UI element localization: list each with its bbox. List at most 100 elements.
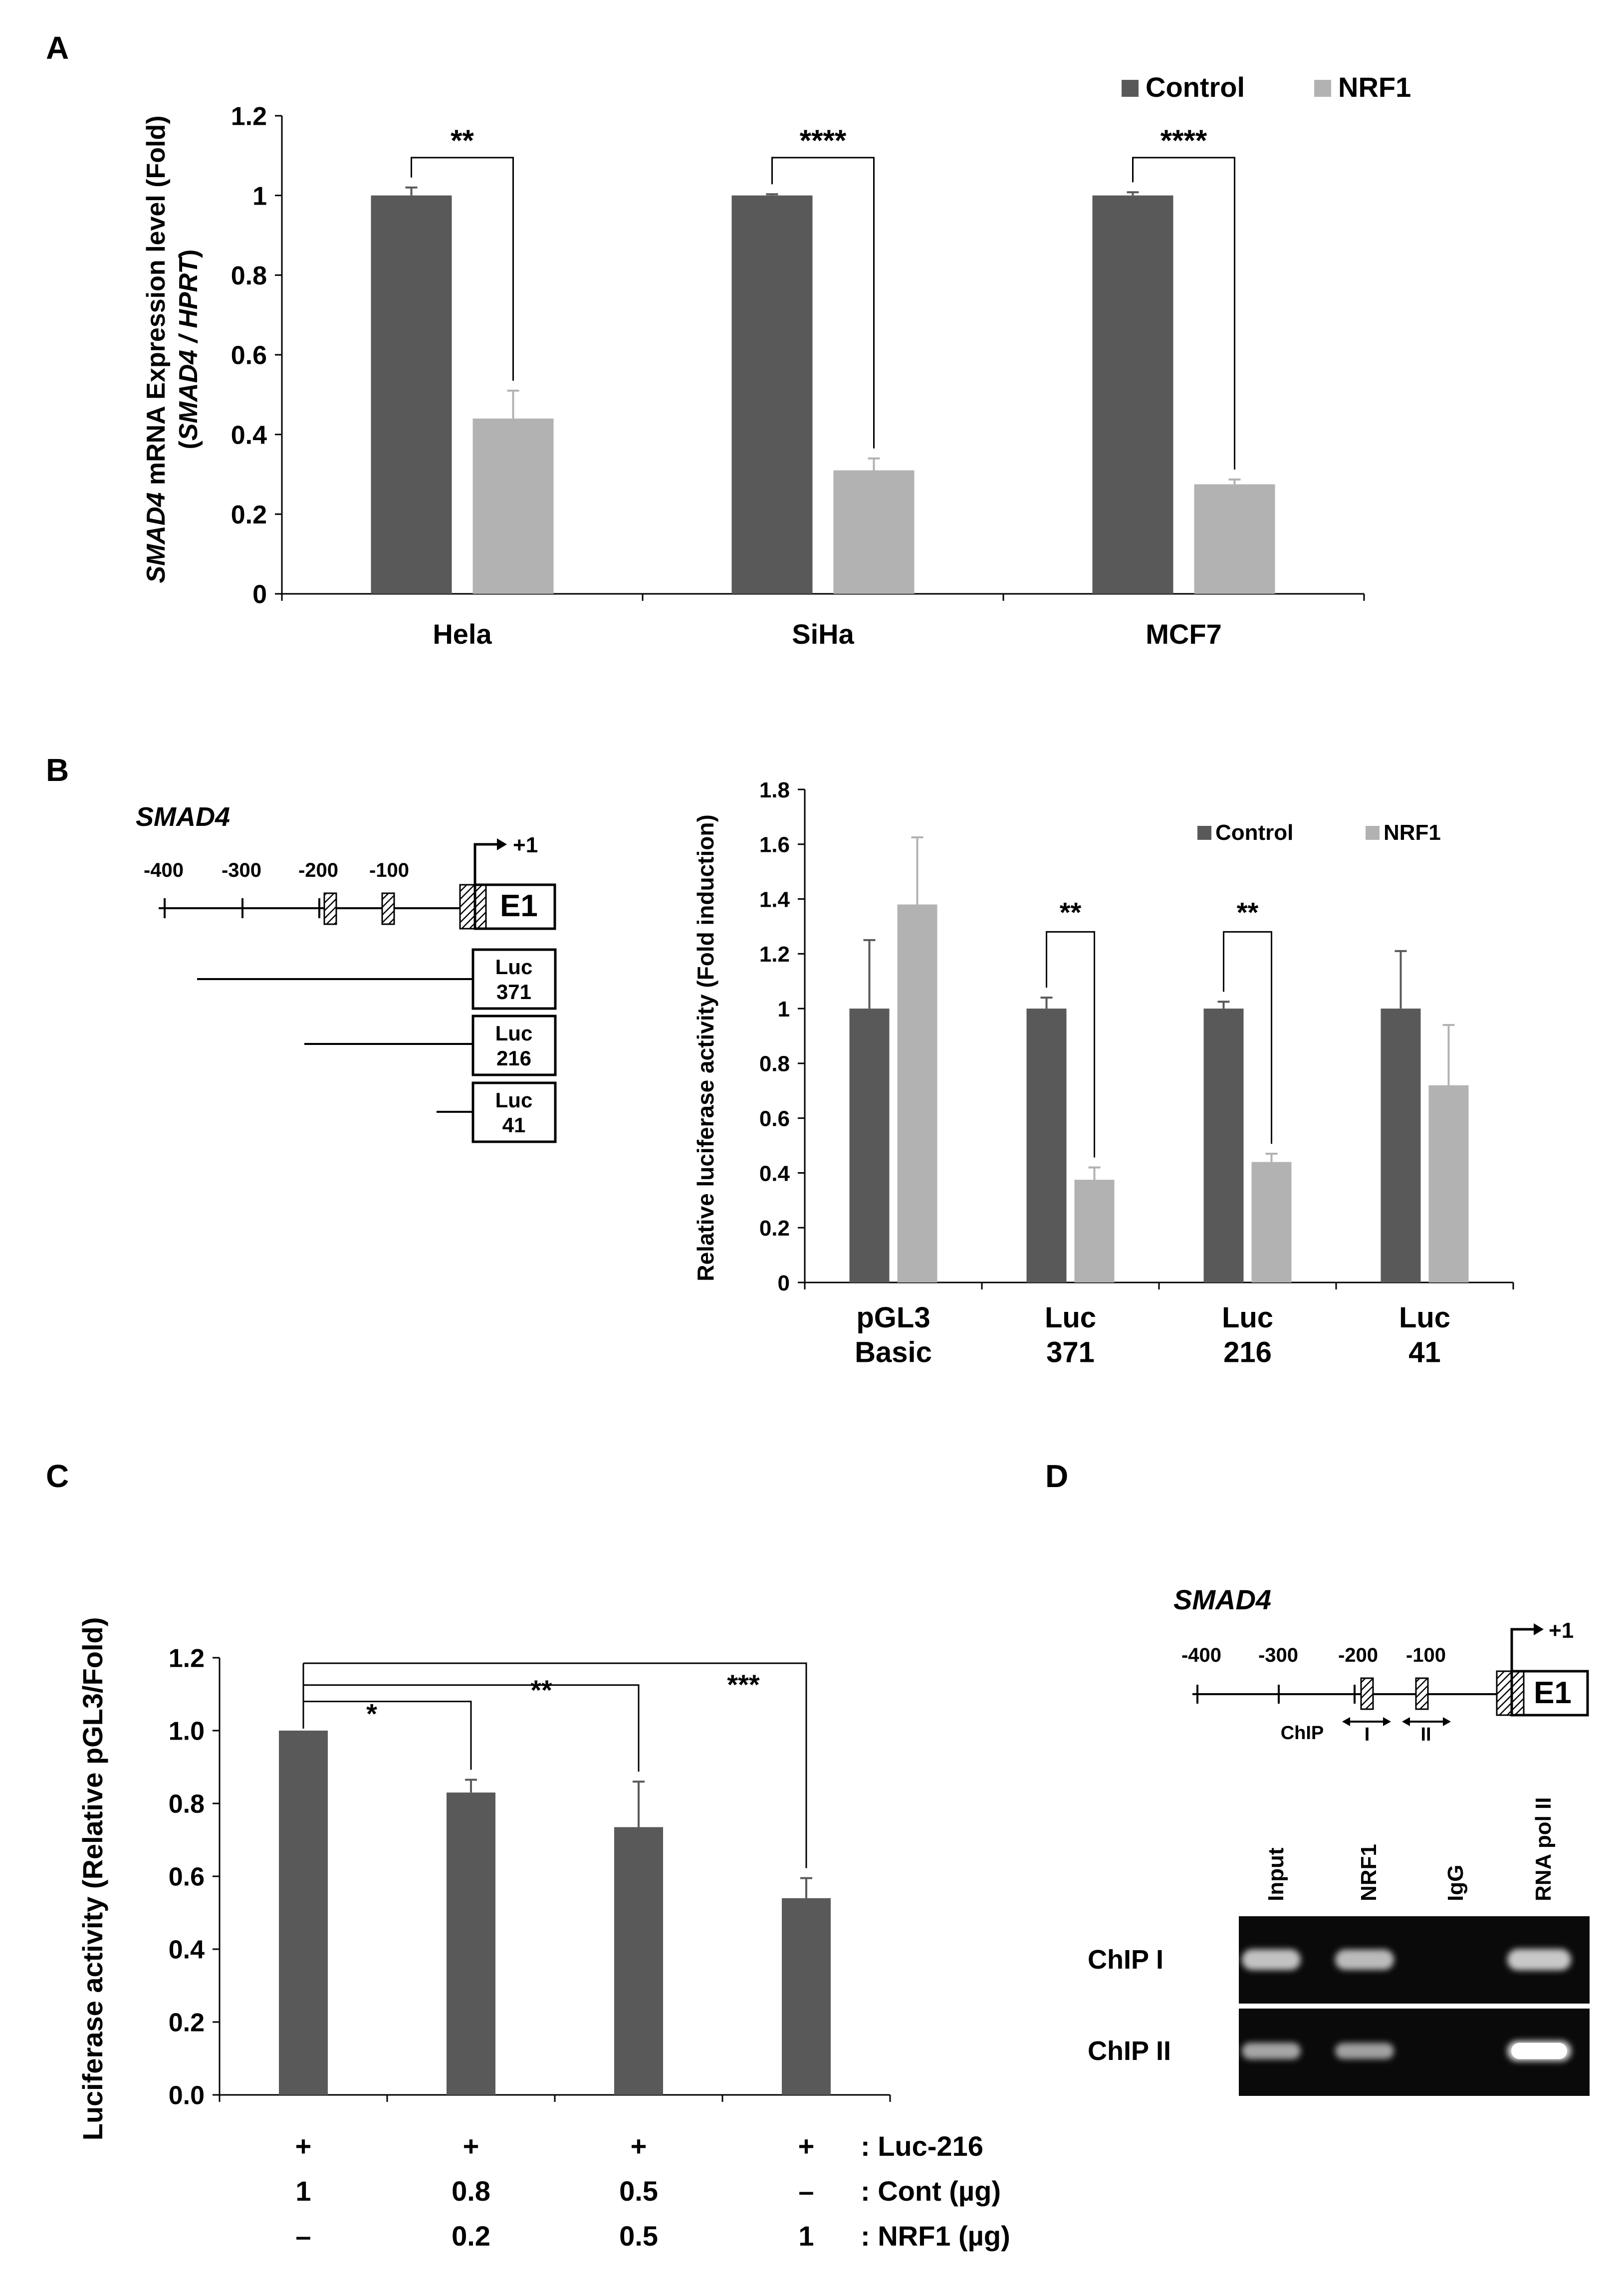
legend-b-nrf1-label: NRF1 <box>1384 820 1441 845</box>
significance-label: **** <box>800 124 847 157</box>
promoter-d-tss-arrow <box>1510 1628 1535 1671</box>
bar-nrf1-3 <box>1428 1085 1469 1282</box>
significance-bracket <box>1223 931 1272 1144</box>
chip-region-i-label: I <box>1365 1724 1370 1745</box>
table-row-label: : NRF1 (µg) <box>861 2220 1010 2252</box>
gel-row-label-chip-ii: ChIP II <box>1088 2036 1171 2066</box>
promoter-b-tss-arrow <box>473 843 498 885</box>
bar-luciferase-0 <box>279 1731 328 2095</box>
significance-bracket <box>771 157 875 449</box>
gel-lane-label-igg: IgG <box>1443 1865 1468 1901</box>
chip-region-i-arrow-right <box>1383 1717 1391 1726</box>
x-category-label: Hela <box>433 618 492 650</box>
promoter-d-nrf1-site-1 <box>1360 1677 1374 1710</box>
table-cell: + <box>631 2130 647 2162</box>
y-tick-label: 1 <box>252 182 267 211</box>
construct-371-label-1: Luc <box>495 955 533 979</box>
y-tick-label: 1.2 <box>169 1644 205 1673</box>
x-category-label: 41 <box>1408 1336 1441 1369</box>
gel-band-1-1 <box>1335 2042 1394 2059</box>
chart-a-ylabel2-genes: SMAD4 / HPRT <box>174 256 203 441</box>
bar-control-0 <box>849 1009 890 1282</box>
promoter-d-nrf1-site-3 <box>1496 1670 1513 1716</box>
bar-control-2 <box>1203 1009 1244 1282</box>
promoter-b-nrf1-site-4 <box>474 884 487 930</box>
panel-label-c: C <box>46 1458 69 1494</box>
promoter-b-tick-300: -300 <box>222 859 261 881</box>
chart-a-ylabel-gene: SMAD4 <box>142 492 171 583</box>
table-cell: 1 <box>295 2175 311 2207</box>
promoter-d-nrf1-site-2 <box>1415 1677 1429 1710</box>
y-tick-label: 0 <box>252 580 267 609</box>
promoter-d-chip-label: ChIP <box>1281 1723 1324 1744</box>
chart-a-ylabel-2: (SMAD4 / HPRT) <box>174 250 203 450</box>
panel-label-b: B <box>46 752 69 788</box>
significance-label: **** <box>1160 124 1207 157</box>
promoter-d-nrf1-site-4 <box>1511 1670 1525 1716</box>
promoter-b-nrf1-site-2 <box>381 892 395 925</box>
promoter-d-tick-100: -100 <box>1406 1644 1446 1666</box>
construct-41-label-1: Luc <box>495 1088 533 1112</box>
promoter-b-exon-label: E1 <box>500 889 538 923</box>
construct-41-box <box>471 1081 557 1143</box>
construct-371-label-2: 371 <box>496 980 531 1004</box>
bar-nrf1-2 <box>1251 1162 1292 1282</box>
construct-216-label-1: Luc <box>495 1021 533 1045</box>
promoter-d-tick-300: -300 <box>1258 1644 1298 1666</box>
y-tick-label: 0.6 <box>169 1863 205 1892</box>
y-tick-label: 0.8 <box>231 261 267 290</box>
significance-bracket <box>1046 931 1095 1158</box>
gel-band-0-0 <box>1242 1949 1301 1970</box>
promoter-d-tss-label: +1 <box>1549 1618 1574 1643</box>
y-tick-label: 1.4 <box>759 887 790 912</box>
promoter-b-tss-label: +1 <box>513 833 538 857</box>
x-category-label: Luc <box>1399 1301 1450 1334</box>
bar-luciferase-1 <box>447 1792 495 2095</box>
x-category-label: Luc <box>1222 1301 1273 1334</box>
y-tick-label: 0.2 <box>231 501 267 529</box>
construct-216-label-2: 216 <box>496 1046 531 1070</box>
construct-371-box <box>471 948 557 1010</box>
y-tick-label: 0.8 <box>759 1052 790 1076</box>
bar-luciferase-2 <box>614 1827 663 2095</box>
x-category-label: SiHa <box>792 618 854 650</box>
chip-region-ii-arrow-left <box>1402 1717 1410 1726</box>
chip-region-i-arrow-left <box>1342 1717 1350 1726</box>
table-cell: + <box>463 2130 479 2162</box>
table-cell: 0.5 <box>619 2175 658 2207</box>
significance-label: *** <box>727 1669 760 1700</box>
chart-a-ylabel: SMAD4 mRNA Expression level (Fold) <box>142 115 171 583</box>
table-cell: 0.8 <box>452 2175 490 2207</box>
bar-control-0 <box>371 195 452 594</box>
promoter-d-exon-box <box>1510 1670 1589 1717</box>
panel-label-d: D <box>1045 1458 1068 1494</box>
treatment-table: + + + +: Luc-216 1 0.8 0.5 –: Cont (µg) – 0.2 0.5 1… <box>295 2130 1010 2252</box>
promoter-b-nrf1-site-3 <box>459 884 476 930</box>
bar-nrf1-1 <box>833 470 915 594</box>
significance-label: ** <box>1237 896 1259 928</box>
y-tick-label: 0.2 <box>759 1216 790 1241</box>
y-tick-label: 0 <box>778 1271 790 1295</box>
y-tick-label: 1.2 <box>759 942 790 967</box>
panel-label-a: A <box>46 30 69 66</box>
significance-bracket <box>303 1662 807 1868</box>
significance-bracket <box>303 1701 472 1770</box>
legend-a-nrf1-label: NRF1 <box>1338 71 1411 103</box>
legend-a-nrf1-swatch <box>1314 80 1331 97</box>
x-category-label: Luc <box>1045 1301 1096 1334</box>
table-cell: 1 <box>798 2220 814 2252</box>
chart-a-ylabel2-open: ( <box>174 440 203 449</box>
legend-b-nrf1-swatch <box>1366 826 1380 840</box>
promoter-b-nrf1-site-1 <box>323 892 337 925</box>
significance-bracket <box>1132 157 1235 470</box>
y-tick-label: 0.8 <box>169 1790 205 1819</box>
chart-a-ylabel2-close: ) <box>174 250 203 258</box>
y-tick-label: 0.6 <box>759 1107 790 1131</box>
bar-control-3 <box>1381 1009 1421 1282</box>
significance-bracket <box>303 1684 640 1772</box>
chip-gel: Input NRF1 IgG RNA pol II ChIP I ChIP II <box>1088 1797 1590 2096</box>
y-tick-label: 1.2 <box>231 102 267 131</box>
chart-a-ylabel-rest: mRNA Expression level (Fold) <box>142 115 171 492</box>
gel-band-1-0 <box>1242 2042 1301 2059</box>
